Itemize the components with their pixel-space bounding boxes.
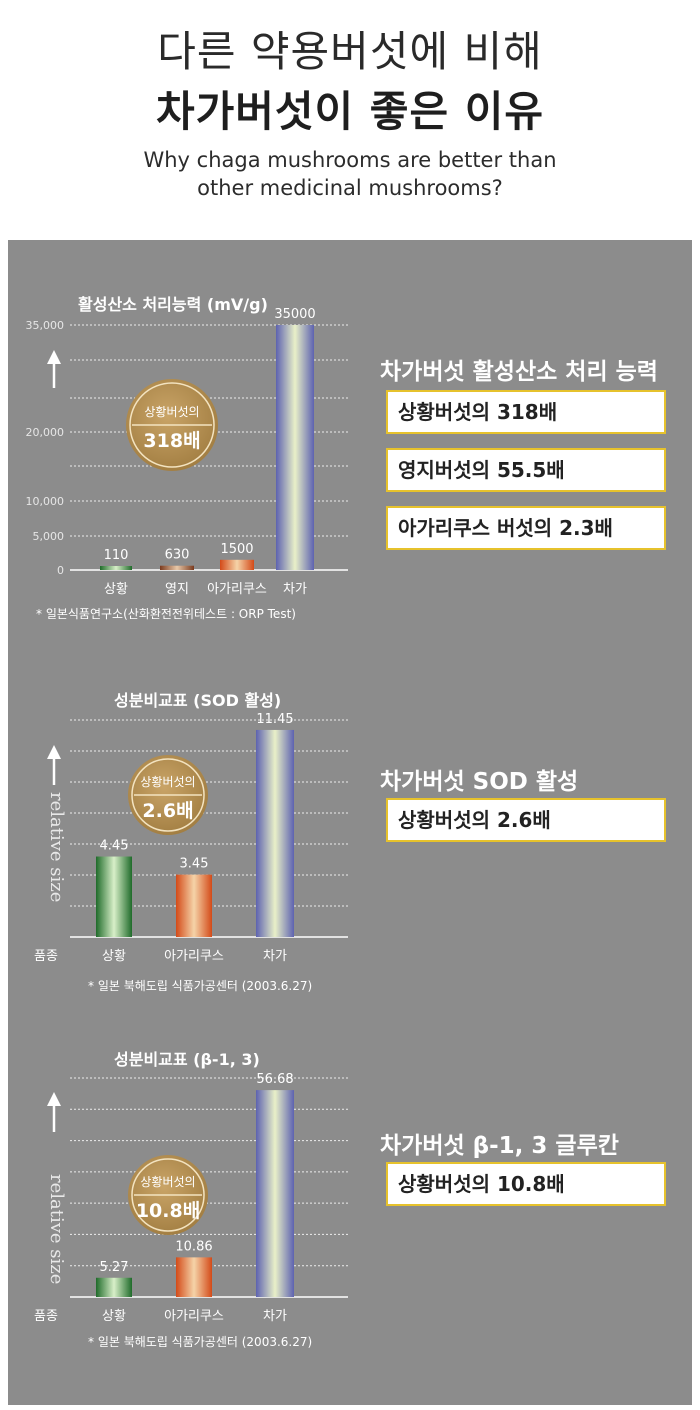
y-tick-label: 10,000 [26, 495, 65, 508]
ratio-badge: 상황버섯의 2.6배 [128, 755, 208, 835]
bar-아가리쿠스 [176, 874, 212, 937]
chart-3: 성분비교표 (β-1, 3) relative size 품종 5.27 상황 10.86… [34, 1050, 348, 1324]
row-label: 품종 [34, 949, 58, 964]
x-tick-label: 아가리쿠스 [164, 1309, 224, 1324]
callout-2-item-1: 상황버섯의 2.6배 [386, 798, 666, 842]
x-tick-label: 상황 [104, 582, 128, 597]
bar-상황 [96, 1277, 132, 1297]
data-label: 3.45 [180, 857, 209, 872]
header: 다른 약용버섯에 비해 차가버섯이 좋은 이유 Why chaga mushro… [0, 0, 700, 240]
badge-ring [131, 758, 205, 832]
x-tick-label: 상황 [102, 1309, 126, 1324]
data-label: 4.45 [100, 839, 129, 854]
bar-영지 [160, 565, 194, 570]
y-tick-label: 0 [57, 564, 64, 577]
subtitle-line2: other medicinal mushrooms? [197, 176, 503, 200]
x-tick-label: 차가 [263, 949, 287, 964]
chart-3-source: * 일본 북해도립 식품가공센터 (2003.6.27) [88, 1335, 313, 1349]
row-label: 품종 [34, 1309, 58, 1324]
callout-3-title: 차가버섯 β-1, 3 글루칸 [380, 1133, 619, 1159]
callout-1-item-1: 상황버섯의 318배 [386, 390, 666, 434]
page-title-line2: 차가버섯이 좋은 이유 [155, 87, 544, 136]
callout-1-title: 차가버섯 활성산소 처리 능력 [380, 359, 658, 385]
data-label: 56.68 [256, 1072, 293, 1087]
bar-차가 [276, 325, 314, 570]
data-label: 10.86 [175, 1239, 212, 1254]
badge-value: 10.8배 [136, 1200, 200, 1222]
badge-label: 상황버섯의 [144, 405, 199, 419]
charts-canvas: 활성산소 처리능력 (mV/g) 0 5,000 10,000 20,000 35,000… [26, 295, 348, 1324]
bar-아가리쿠스 [176, 1257, 212, 1297]
chart-2-title: 성분비교표 (SOD 활성) [114, 691, 281, 710]
x-tick-label: 영지 [165, 582, 189, 597]
callout-2-title: 차가버섯 SOD 활성 [380, 769, 579, 795]
up-arrow-head-icon [47, 350, 61, 364]
bar-상황 [100, 566, 132, 570]
bar-차가 [256, 729, 294, 937]
page-subtitle: Why chaga mushrooms are better than othe… [0, 146, 700, 202]
bar-아가리쿠스 [220, 559, 254, 570]
data-label: 110 [104, 548, 129, 563]
chart-1-title: 활성산소 처리능력 (mV/g) [78, 295, 268, 314]
data-label: 1500 [220, 542, 253, 557]
x-tick-label: 아가리쿠스 [164, 949, 224, 964]
data-label: 630 [165, 548, 190, 563]
up-arrow-head-icon [47, 1092, 61, 1106]
chart-3-title: 성분비교표 (β-1, 3) [114, 1050, 260, 1069]
chart-1-source: * 일본식품연구소(산화환전전위테스트 : ORP Test) [36, 607, 296, 621]
badge-label: 상황버섯의 [140, 775, 195, 789]
badge-ring [129, 382, 215, 468]
data-label: 11.45 [256, 712, 293, 727]
callout-1-item-2: 영지버섯의 55.5배 [386, 448, 666, 492]
callout-1-item-3: 아가리쿠스 버섯의 2.3배 [386, 506, 666, 550]
chart-2-source: * 일본 북해도립 식품가공센터 (2003.6.27) [88, 979, 313, 993]
badge-value: 318배 [143, 430, 200, 452]
comparison-panel: 활성산소 처리능력 (mV/g) 0 5,000 10,000 20,000 35,000… [8, 240, 692, 1405]
up-arrow-head-icon [47, 745, 61, 759]
x-tick-label: 차가 [283, 582, 307, 597]
bar-상황 [96, 856, 132, 937]
chart-1: 활성산소 처리능력 (mV/g) 0 5,000 10,000 20,000 35,000… [26, 295, 348, 597]
badge-label: 상황버섯의 [140, 1175, 195, 1189]
chart-2: 성분비교표 (SOD 활성) relative size 품종 4.45 상황 3.45 아… [34, 691, 348, 964]
y-axis-label: relative size [46, 1174, 67, 1284]
bar-차가 [256, 1090, 294, 1297]
x-tick-label: 차가 [263, 1309, 287, 1324]
y-axis-label: relative size [46, 792, 67, 902]
x-tick-label: 상황 [102, 949, 126, 964]
data-label: 5.27 [100, 1260, 129, 1275]
subtitle-line1: Why chaga mushrooms are better than [143, 148, 557, 172]
ratio-badge: 상황버섯의 10.8배 [128, 1155, 208, 1235]
y-tick-label: 35,000 [26, 319, 65, 332]
y-tick-label: 5,000 [33, 530, 65, 543]
page-title-line1: 다른 약용버섯에 비해 [157, 27, 543, 76]
y-tick-label: 20,000 [26, 426, 65, 439]
ratio-badge: 상황버섯의 318배 [126, 379, 218, 471]
x-tick-label: 아가리쿠스 [207, 582, 267, 597]
data-label: 35000 [274, 307, 315, 322]
badge-ring [131, 1158, 205, 1232]
badge-value: 2.6배 [142, 800, 193, 822]
callout-3-item-1: 상황버섯의 10.8배 [386, 1162, 666, 1206]
